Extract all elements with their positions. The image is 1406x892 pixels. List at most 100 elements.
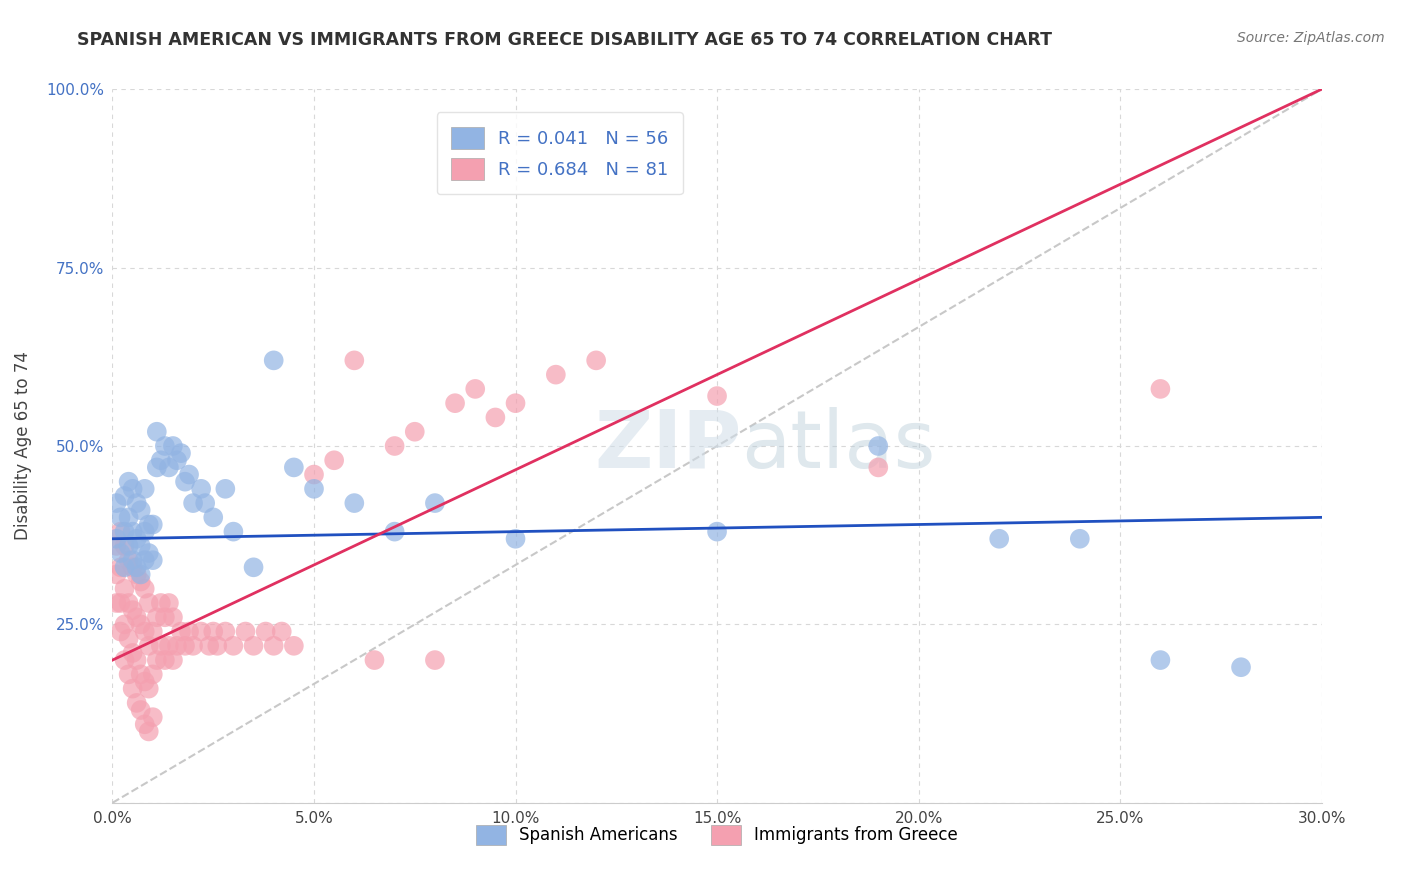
Point [117,596,139,610]
Point [105,532,128,546]
Point [121,553,143,567]
Point [117,667,139,681]
Point [343,496,366,510]
Point [125,532,148,546]
Point [129,617,152,632]
Point [242,639,264,653]
Point [129,667,152,681]
Point [162,653,184,667]
Point [114,582,136,596]
Point [121,681,143,696]
Point [110,560,132,574]
Point [302,482,325,496]
Point [129,539,152,553]
Point [202,510,225,524]
Point [121,560,143,574]
Text: atlas: atlas [741,407,935,485]
Point [121,524,143,539]
Point [235,624,257,639]
Point [117,553,139,567]
Point [138,639,160,653]
Point [181,496,204,510]
Point [129,574,152,589]
Point [157,460,180,475]
Point [505,532,527,546]
Point [146,425,169,439]
Point [1069,532,1091,546]
Point [170,446,193,460]
Point [134,524,156,539]
Point [110,624,132,639]
Point [134,624,156,639]
Point [114,539,136,553]
Point [121,646,143,660]
Point [121,482,143,496]
Point [110,596,132,610]
Point [198,639,221,653]
Point [706,524,728,539]
Point [190,482,212,496]
Point [585,353,607,368]
Point [121,603,143,617]
Point [125,696,148,710]
Point [114,653,136,667]
Point [207,639,229,653]
Point [117,539,139,553]
Point [988,532,1011,546]
Point [177,624,200,639]
Point [254,624,277,639]
Point [134,582,156,596]
Point [117,632,139,646]
Point [170,624,193,639]
Point [202,624,225,639]
Point [242,560,264,574]
Point [149,596,172,610]
Point [129,703,152,717]
Point [142,667,165,681]
Point [174,475,197,489]
Point [146,653,169,667]
Point [117,475,139,489]
Point [162,610,184,624]
Point [134,553,156,567]
Point [110,510,132,524]
Point [146,610,169,624]
Point [263,353,285,368]
Point [149,453,172,467]
Point [142,553,165,567]
Point [263,639,285,653]
Point [323,453,346,467]
Point [444,396,467,410]
Point [190,624,212,639]
Point [129,503,152,517]
Point [706,389,728,403]
Point [149,639,172,653]
Point [153,610,176,624]
Point [117,510,139,524]
Point [384,524,406,539]
Point [105,567,128,582]
Point [105,539,128,553]
Legend: Spanish Americans, Immigrants from Greece: Spanish Americans, Immigrants from Greec… [470,818,965,852]
Point [283,639,305,653]
Point [134,482,156,496]
Point [114,489,136,503]
Point [505,396,527,410]
Point [142,624,165,639]
Point [114,524,136,539]
Point [138,517,160,532]
Point [153,653,176,667]
Y-axis label: Disability Age 65 to 74: Disability Age 65 to 74 [14,351,32,541]
Point [114,617,136,632]
Point [134,674,156,689]
Point [157,596,180,610]
Point [110,546,132,560]
Point [114,560,136,574]
Point [868,460,890,475]
Point [125,610,148,624]
Point [138,596,160,610]
Point [142,710,165,724]
Point [134,717,156,731]
Point [544,368,567,382]
Text: ZIP: ZIP [593,407,741,485]
